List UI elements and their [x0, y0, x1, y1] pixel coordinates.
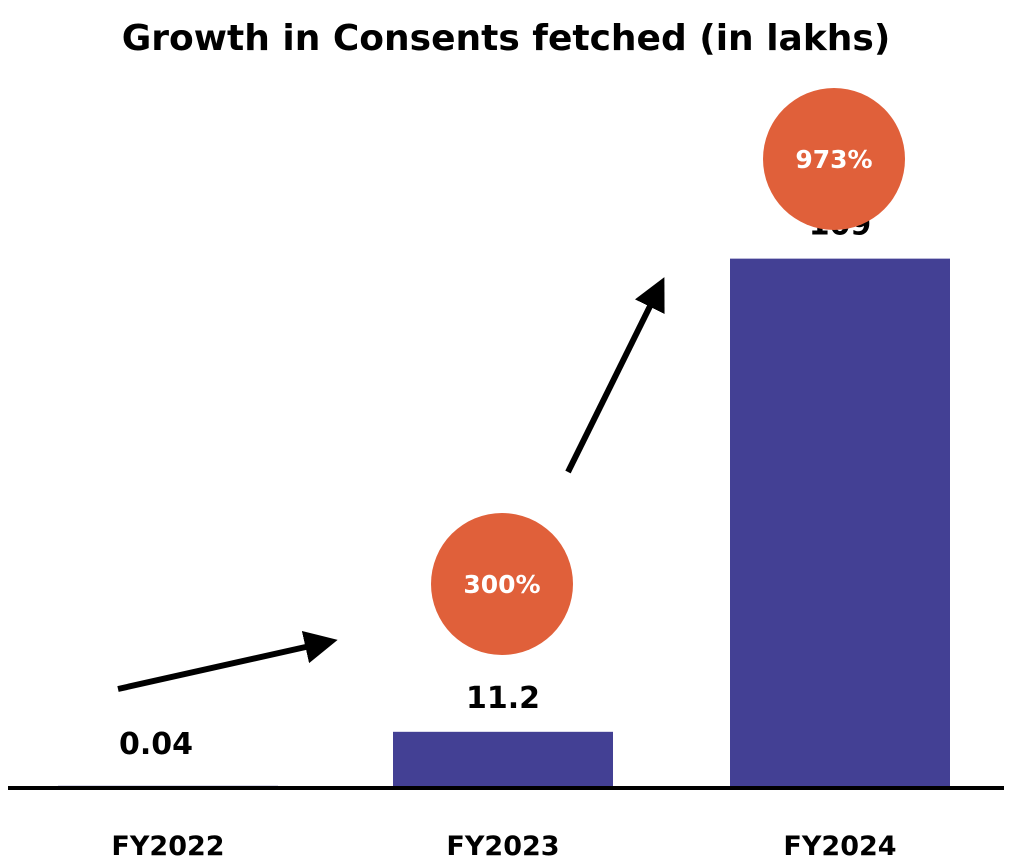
value-label-fy2023: 11.2: [466, 681, 540, 716]
x-tick-labels-layer: FY2022 FY2023 FY2024: [111, 831, 896, 862]
growth-badge-2: [763, 88, 905, 230]
x-tick-fy2022: FY2022: [111, 831, 224, 862]
x-tick-fy2024: FY2024: [783, 831, 896, 862]
bar-fy2024: [730, 258, 950, 787]
growth-badge-1: [431, 513, 573, 655]
x-tick-fy2023: FY2023: [446, 831, 559, 862]
value-label-fy2022: 0.04: [119, 727, 193, 762]
growth-arrow-2: [565, 277, 665, 474]
chart-title: Growth in Consents fetched (in lakhs): [122, 18, 891, 59]
growth-arrow-1: [117, 630, 338, 692]
growth-badge-text-2: 973%: [795, 145, 872, 174]
bars-layer: [58, 258, 950, 787]
growth-badge-text-1: 300%: [463, 570, 540, 599]
growth-annotations-layer: 300% 973%: [117, 88, 905, 692]
bar-fy2023: [393, 731, 613, 786]
